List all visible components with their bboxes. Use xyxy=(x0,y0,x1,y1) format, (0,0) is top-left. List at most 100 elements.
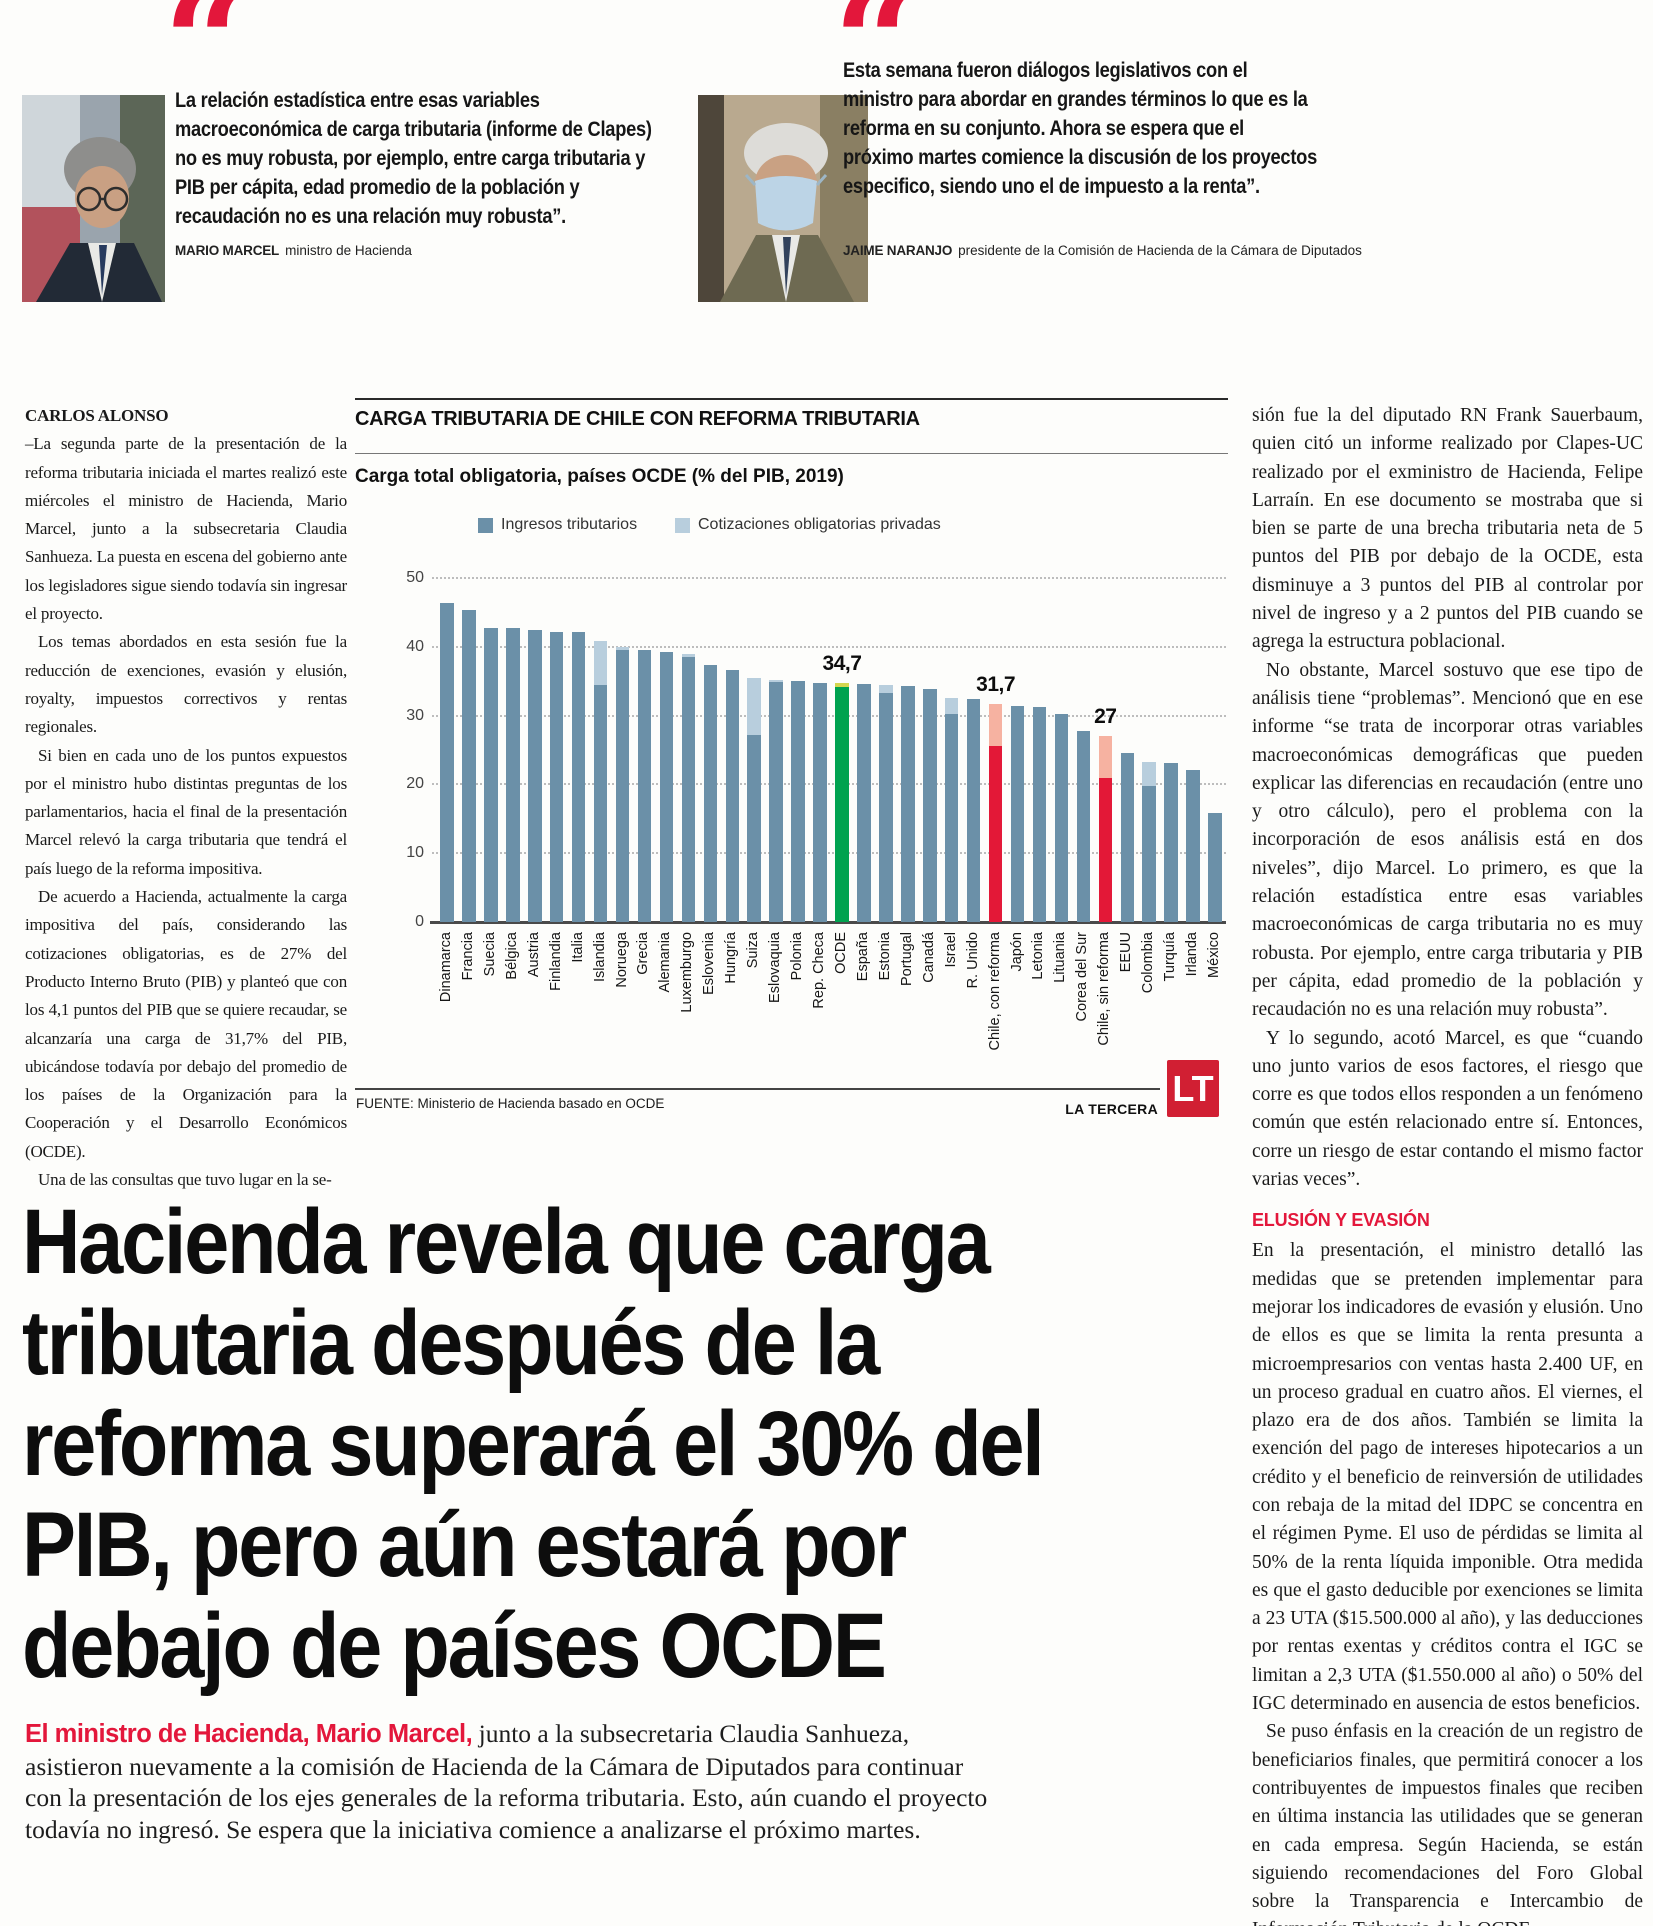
bar-colombia xyxy=(1142,786,1156,922)
headline: Hacienda revela que carga tributaria des… xyxy=(22,1191,1045,1697)
x-label-b-lgica: Bélgica xyxy=(503,932,520,980)
legend-swatch-cotizaciones xyxy=(675,518,690,533)
chart-top-rule xyxy=(355,398,1228,400)
x-label-canad-: Canadá xyxy=(920,932,937,983)
x-label-lituania: Lituania xyxy=(1052,932,1069,983)
bar-eslovaquia xyxy=(769,679,783,682)
byline: CARLOS ALONSO xyxy=(25,406,169,425)
bar-colombia xyxy=(1142,761,1156,787)
bar-noruega xyxy=(615,649,630,922)
gridline-30 xyxy=(432,714,1226,717)
quote-right-name: JAIME NARANJO xyxy=(843,243,953,258)
bar-portugal xyxy=(901,686,915,922)
x-label-estonia: Estonia xyxy=(876,932,893,981)
bar-noruega xyxy=(615,647,630,650)
bar-israel xyxy=(944,714,959,922)
x-label-austria: Austria xyxy=(525,932,542,978)
quote-left-role: ministro de Hacienda xyxy=(285,243,412,258)
y-tick-20: 20 xyxy=(406,775,424,793)
bar-suecia xyxy=(484,627,498,922)
bar-grecia xyxy=(637,650,652,922)
bar-jap-n xyxy=(1010,705,1025,922)
source-rule xyxy=(355,1088,1160,1090)
x-label-dinamarca: Dinamarca xyxy=(437,932,454,1003)
quote-right-attribution: JAIME NARANJO presidente de la Comisión d… xyxy=(843,243,1362,258)
quote-icon: “ xyxy=(163,0,250,131)
bar-luxemburgo xyxy=(681,657,696,922)
bar-finlandia xyxy=(549,631,564,922)
legend-label-cotizaciones: Cotizaciones obligatorias privadas xyxy=(698,516,941,533)
bar-m-xico xyxy=(1208,812,1222,922)
x-label-suiza: Suiza xyxy=(745,932,762,969)
bar-annotation-34-7: 34,7 xyxy=(822,652,862,676)
x-label-grecia: Grecia xyxy=(635,932,652,975)
bar-polonia xyxy=(791,681,805,922)
chart-subtitle: Carga total obligatoria, países OCDE (% … xyxy=(355,466,844,487)
bar-italia xyxy=(571,632,586,922)
lede-lead-in: El ministro de Hacienda, Mario Marcel, xyxy=(25,1720,473,1748)
paragraph: sión fue la del diputado RN Frank Sauerb… xyxy=(1252,405,1643,653)
lede-text: junto a la subsecretaria Claudia Sanhuez… xyxy=(25,1719,988,1844)
bar-annotation-31-7: 31,7 xyxy=(976,672,1016,696)
bar-eeuu xyxy=(1120,753,1134,922)
bar-chile-sin-reforma xyxy=(1098,777,1113,922)
paragraph: Si bien en cada uno de los puntos expues… xyxy=(25,745,347,878)
x-label-portugal: Portugal xyxy=(898,932,915,987)
chart-source: FUENTE: Ministerio de Hacienda basado en… xyxy=(356,1096,665,1111)
bar-alemania xyxy=(659,651,674,922)
legend-swatch-ingresos xyxy=(478,518,493,533)
right-paragraphs-bottom: En la presentación, el ministro detalló … xyxy=(1252,1237,1643,1926)
x-label-finlandia: Finlandia xyxy=(547,932,564,991)
bar-annotation-27: 27 xyxy=(1094,705,1117,729)
paragraph: Y lo segundo, acotó Marcel, es que “cuan… xyxy=(1252,1027,1643,1191)
bar-letonia xyxy=(1032,707,1047,922)
quote-right-role: presidente de la Comisión de Hacienda de… xyxy=(958,243,1362,258)
section-heading: ELUSIÓN Y EVASIÓN xyxy=(1252,1210,1430,1231)
bar-hungr-a xyxy=(725,670,739,922)
quote-left-attribution: MARIO MARCEL ministro de Hacienda xyxy=(175,243,412,258)
bar-ocde xyxy=(835,686,849,922)
x-label-noruega: Noruega xyxy=(613,932,630,988)
x-label-colombia: Colombia xyxy=(1140,932,1157,994)
chart-title-rule xyxy=(355,453,1228,454)
x-label-chile-sin-reforma: Chile, sin reforma xyxy=(1096,932,1113,1046)
x-label-hungr-a: Hungría xyxy=(723,932,740,984)
x-label-espa-a: España xyxy=(854,932,871,982)
paragraph: Los temas abordados en esta sesión fue l… xyxy=(25,632,347,737)
quote-left-text: La relación estadística entre esas varia… xyxy=(175,88,652,228)
x-label-eslovenia: Eslovenia xyxy=(701,932,718,995)
y-tick-30: 30 xyxy=(406,706,424,724)
x-label-r-unido: R. Unido xyxy=(964,932,981,989)
bar-israel xyxy=(944,697,959,715)
x-label-rep-checa: Rep. Checa xyxy=(811,932,828,1009)
x-label-ocde: OCDE xyxy=(832,932,849,974)
x-label-corea-del-sur: Corea del Sur xyxy=(1074,932,1091,1022)
photo-jaime-naranjo xyxy=(698,95,868,302)
gridline-50 xyxy=(432,577,1226,579)
bar-chile-con-reforma xyxy=(988,703,1003,746)
x-label-eeuu: EEUU xyxy=(1118,932,1135,973)
bar-b-lgica xyxy=(506,628,520,922)
bar-canad- xyxy=(923,689,937,922)
lede: El ministro de Hacienda, Mario Marcel, j… xyxy=(25,1718,1000,1845)
y-tick-50: 50 xyxy=(406,569,424,586)
x-label-francia: Francia xyxy=(459,932,476,981)
paragraph: –La segunda parte de la presentación de … xyxy=(25,434,347,624)
bar-r-unido xyxy=(966,699,981,922)
x-label-alemania: Alemania xyxy=(657,932,674,993)
bar-suiza xyxy=(747,734,761,922)
paragraph: No obstante, Marcel sostuvo que ese tipo… xyxy=(1252,659,1643,1021)
lt-logo: LT xyxy=(1167,1060,1219,1117)
gridline-40 xyxy=(432,645,1226,648)
quote-right-text: Esta semana fueron diálogos legislativos… xyxy=(843,58,1317,198)
bar-francia xyxy=(462,609,476,922)
y-tick-0: 0 xyxy=(415,913,424,930)
bar-eslovenia xyxy=(703,664,718,922)
photo-mario-marcel xyxy=(22,95,165,302)
article-right-column: sión fue la del diputado RN Frank Sauerb… xyxy=(1252,402,1643,1926)
bar-irlanda xyxy=(1186,769,1200,922)
paragraph: Se puso énfasis en la creación de un reg… xyxy=(1252,1721,1643,1926)
y-tick-10: 10 xyxy=(406,844,424,862)
paragraph: Una de las consultas que tuvo lugar en l… xyxy=(38,1170,332,1190)
bar-eslovaquia xyxy=(769,681,783,922)
